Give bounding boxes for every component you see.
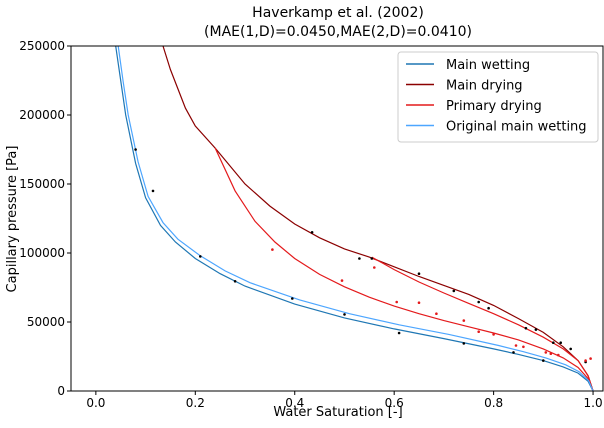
data-point xyxy=(134,148,137,151)
data-point xyxy=(343,313,346,316)
data-point xyxy=(370,257,374,260)
data-point xyxy=(417,301,421,305)
data-point xyxy=(544,351,548,354)
legend-label: Original main wetting xyxy=(446,120,587,135)
legend-box xyxy=(397,51,599,143)
data-point xyxy=(549,352,553,356)
data-point xyxy=(340,279,344,282)
x-axis: 0.0 0.2 0.4 0.6 0.8 1.0 xyxy=(86,391,603,410)
series-line-0 xyxy=(115,46,594,391)
data-point xyxy=(542,359,545,362)
x-tick-label: 0.2 xyxy=(186,396,205,410)
data-point xyxy=(291,297,294,300)
data-point xyxy=(522,345,525,349)
chart-title: Haverkamp et al. (2002) xyxy=(252,5,424,21)
x-axis-label: Water Saturation [-] xyxy=(273,405,402,420)
legend-label: Main wetting xyxy=(446,58,530,73)
data-point xyxy=(373,266,376,269)
data-point xyxy=(358,257,361,260)
legend-label: Main drying xyxy=(446,79,523,94)
data-point xyxy=(514,344,518,347)
data-point xyxy=(492,333,495,336)
series-line-2 xyxy=(214,147,594,391)
plot-frame xyxy=(70,45,604,392)
data-point xyxy=(557,353,560,357)
data-point xyxy=(524,326,528,330)
data-point xyxy=(435,312,438,316)
chart-subtitle: (MAE(1,D)=0.0450,MAE(2,D)=0.0410) xyxy=(204,24,472,40)
points-layer xyxy=(134,148,592,364)
data-point xyxy=(487,306,490,310)
legend: Main wetting Main drying Primary drying Ori… xyxy=(397,51,599,143)
y-tick-label: 150000 xyxy=(19,177,65,191)
data-point xyxy=(512,351,515,354)
x-tick-label: 0.0 xyxy=(86,396,105,410)
x-tick-label: 0.4 xyxy=(285,396,304,410)
series-line-1 xyxy=(162,46,594,391)
y-axis-label: Capillary pressure [Pa] xyxy=(5,146,20,293)
lines-layer xyxy=(115,46,594,391)
y-tick-label: 200000 xyxy=(19,108,65,122)
data-point xyxy=(397,331,401,335)
y-axis: 0 50000 100000 150000 200000 250000 xyxy=(19,39,71,398)
x-tick-label: 1.0 xyxy=(584,396,603,410)
x-tick-label: 0.8 xyxy=(484,396,503,410)
data-point xyxy=(462,319,466,322)
data-point xyxy=(151,189,155,193)
data-point xyxy=(462,342,466,345)
data-point xyxy=(233,280,237,283)
data-point xyxy=(552,341,555,345)
y-tick-label: 50000 xyxy=(27,315,65,329)
x-tick-label: 0.6 xyxy=(385,396,404,410)
data-point xyxy=(310,231,314,234)
data-point xyxy=(477,330,481,334)
data-point xyxy=(477,300,481,304)
data-point xyxy=(199,255,202,258)
data-point xyxy=(589,357,592,360)
data-point xyxy=(569,347,572,351)
data-point xyxy=(534,328,538,331)
y-tick-label: 100000 xyxy=(19,246,65,260)
data-point xyxy=(395,300,399,304)
y-tick-label: 0 xyxy=(57,384,65,398)
series-line-3 xyxy=(371,256,594,391)
data-point xyxy=(271,248,274,251)
data-point xyxy=(559,341,562,345)
y-tick-label: 250000 xyxy=(19,39,65,53)
data-point xyxy=(452,289,456,293)
data-point xyxy=(584,359,587,362)
data-point xyxy=(417,272,421,276)
legend-label: Primary drying xyxy=(446,99,542,114)
series-line-4 xyxy=(117,46,594,391)
